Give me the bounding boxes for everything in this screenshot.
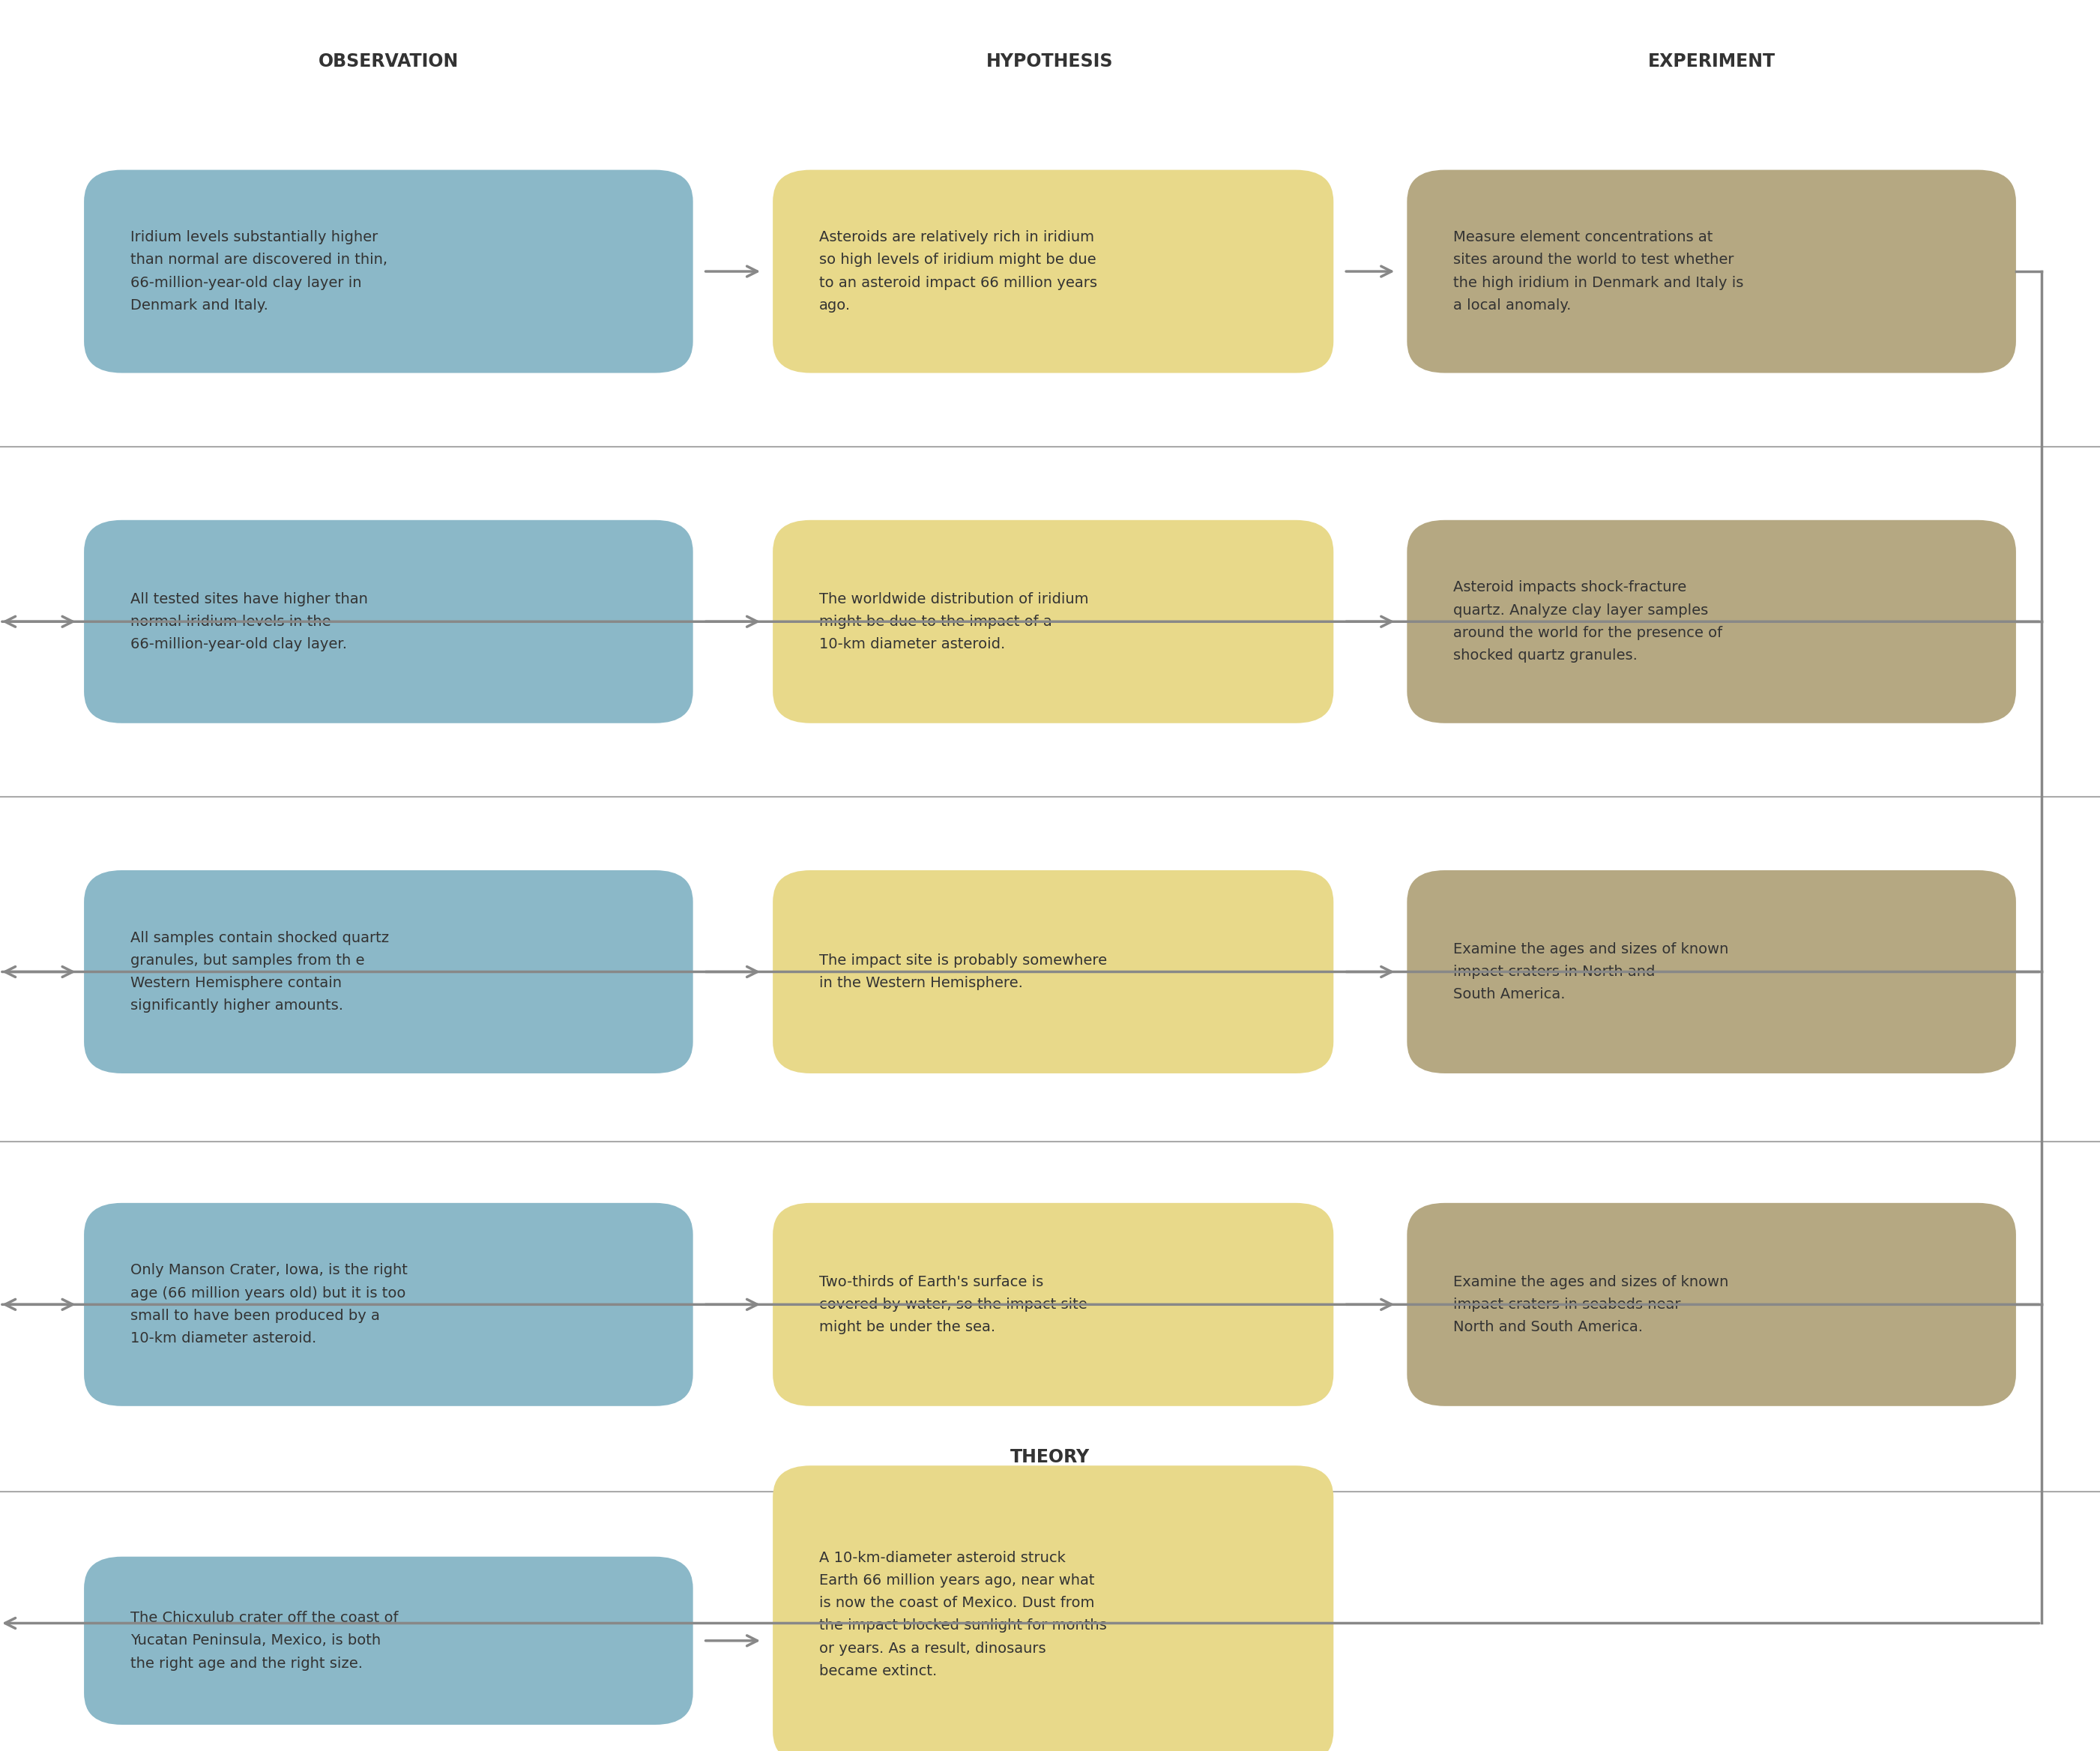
Text: OBSERVATION: OBSERVATION (319, 53, 458, 70)
Text: EXPERIMENT: EXPERIMENT (1649, 53, 1774, 70)
FancyBboxPatch shape (84, 1557, 693, 1725)
FancyBboxPatch shape (84, 520, 693, 723)
Text: Iridium levels substantially higher
than normal are discovered in thin,
66-milli: Iridium levels substantially higher than… (130, 231, 386, 312)
FancyBboxPatch shape (773, 170, 1334, 373)
FancyBboxPatch shape (1407, 520, 2016, 723)
Text: Measure element concentrations at
sites around the world to test whether
the hig: Measure element concentrations at sites … (1453, 231, 1743, 312)
Text: Examine the ages and sizes of known
impact craters in seabeds near
North and Sou: Examine the ages and sizes of known impa… (1453, 1275, 1728, 1334)
Text: The impact site is probably somewhere
in the Western Hemisphere.: The impact site is probably somewhere in… (819, 953, 1107, 991)
Text: Asteroid impacts shock-fracture
quartz. Analyze clay layer samples
around the wo: Asteroid impacts shock-fracture quartz. … (1453, 581, 1722, 662)
Text: All tested sites have higher than
normal iridium levels in the
66-million-year-o: All tested sites have higher than normal… (130, 592, 368, 651)
Text: HYPOTHESIS: HYPOTHESIS (987, 53, 1113, 70)
FancyBboxPatch shape (773, 520, 1334, 723)
FancyBboxPatch shape (773, 1466, 1334, 1751)
Text: A 10-km-diameter asteroid struck
Earth 66 million years ago, near what
is now th: A 10-km-diameter asteroid struck Earth 6… (819, 1551, 1107, 1677)
Text: Asteroids are relatively rich in iridium
so high levels of iridium might be due
: Asteroids are relatively rich in iridium… (819, 231, 1096, 312)
FancyBboxPatch shape (773, 1203, 1334, 1406)
Text: Examine the ages and sizes of known
impact craters in North and
South America.: Examine the ages and sizes of known impa… (1453, 942, 1728, 1002)
FancyBboxPatch shape (1407, 1203, 2016, 1406)
FancyBboxPatch shape (84, 170, 693, 373)
FancyBboxPatch shape (773, 870, 1334, 1073)
Text: Only Manson Crater, Iowa, is the right
age (66 million years old) but it is too
: Only Manson Crater, Iowa, is the right a… (130, 1264, 407, 1345)
FancyBboxPatch shape (84, 1203, 693, 1406)
FancyBboxPatch shape (1407, 870, 2016, 1073)
FancyBboxPatch shape (84, 870, 693, 1073)
FancyBboxPatch shape (1407, 170, 2016, 373)
Text: The worldwide distribution of iridium
might be due to the impact of a
10-km diam: The worldwide distribution of iridium mi… (819, 592, 1088, 651)
Text: THEORY: THEORY (1010, 1448, 1090, 1466)
Text: All samples contain shocked quartz
granules, but samples from th e
Western Hemis: All samples contain shocked quartz granu… (130, 932, 388, 1012)
Text: Two-thirds of Earth's surface is
covered by water, so the impact site
might be u: Two-thirds of Earth's surface is covered… (819, 1275, 1088, 1334)
Text: The Chicxulub crater off the coast of
Yucatan Peninsula, Mexico, is both
the rig: The Chicxulub crater off the coast of Yu… (130, 1611, 399, 1670)
